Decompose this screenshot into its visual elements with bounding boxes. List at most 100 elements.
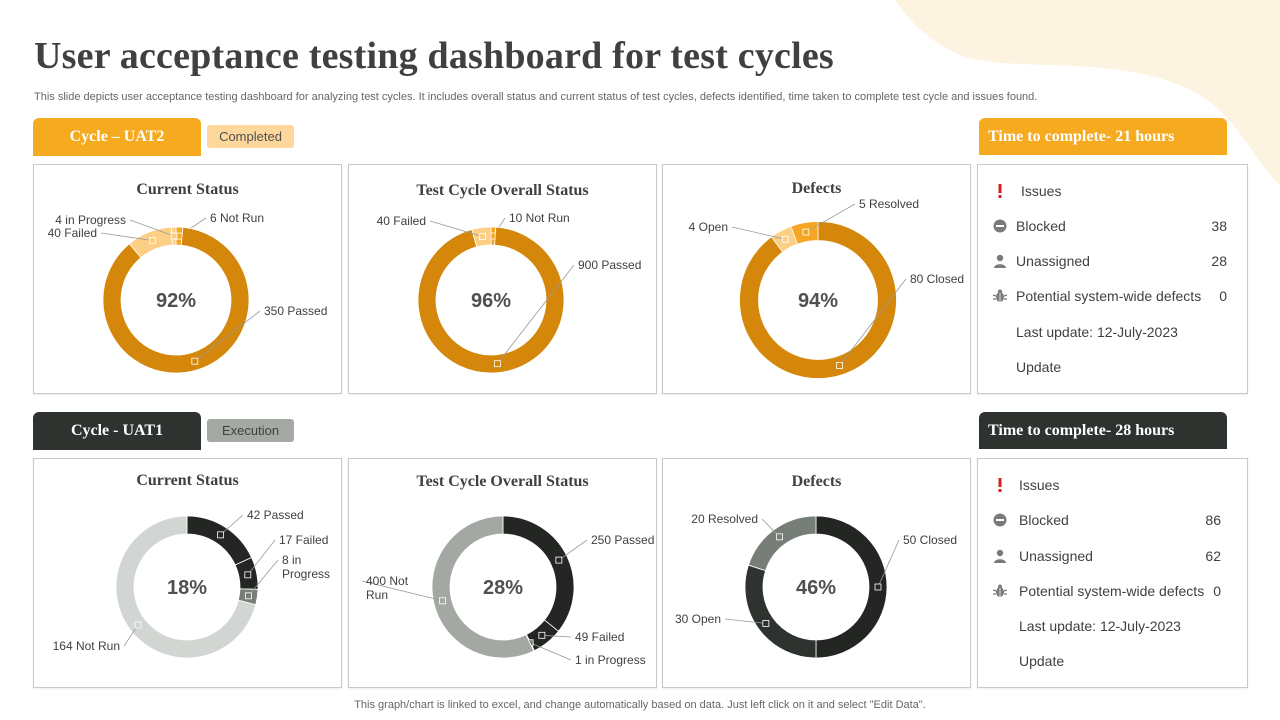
slice-marker	[555, 556, 563, 564]
time-to-complete-uat1: Time to complete- 28 hours	[979, 412, 1227, 449]
data-label-6-not-run: 6 Not Run	[210, 211, 264, 225]
data-label-42-passed: 42 Passed	[247, 508, 304, 522]
chart-card-uat1-defects[interactable]: Defects 50 Closed 30 Open 20 Resolved 46%	[662, 458, 971, 688]
cycle-tab-uat2[interactable]: Cycle – UAT2	[33, 118, 201, 156]
leader-line	[805, 203, 856, 233]
footer-note: This graph/chart is linked to excel, and…	[354, 699, 926, 711]
user-icon	[992, 253, 1008, 269]
chart-card-uat1-current-status[interactable]: Current Status 42 Passed 17 Failed 8 in Prog…	[33, 458, 342, 688]
issues-heading-row: Issues	[978, 180, 1247, 202]
issue-row-unassigned: Unassigned 28	[978, 250, 1247, 272]
data-label-5-resolved: 5 Resolved	[859, 197, 919, 211]
last-update-row: Last update: 12-July-2023	[978, 615, 1247, 637]
chart-card-uat2-overall-status[interactable]: Test Cycle Overall Status 10 Not Run 900 P…	[348, 164, 657, 394]
chart-title: Test Cycle Overall Status	[416, 473, 589, 490]
slice-marker	[149, 237, 156, 244]
leader-line	[529, 642, 572, 661]
last-update-row: Last update: 12-July-2023	[978, 321, 1247, 343]
issue-value: 38	[1211, 218, 1227, 234]
slice-marker	[776, 533, 783, 541]
issue-label: Potential system-wide defects	[1016, 288, 1202, 304]
issue-label: Potential system-wide defects	[1019, 583, 1205, 599]
leader-line	[497, 264, 575, 364]
issue-row-unassigned: Unassigned 62	[978, 545, 1247, 567]
data-label-4-in-progress: 4 in Progress	[55, 213, 126, 227]
center-percentage: 94%	[798, 290, 838, 312]
slice-marker	[244, 571, 252, 579]
data-label-40-failed: 40 Failed	[48, 226, 97, 240]
donut-slice-164-not-run[interactable]	[115, 515, 257, 659]
chart-card-uat1-overall-status[interactable]: Test Cycle Overall Status 250 Passed 49 Fa…	[348, 458, 657, 688]
page-subtitle: This slide depicts user acceptance testi…	[34, 91, 1038, 103]
issue-value: 0	[1219, 288, 1227, 304]
page-title: User acceptance testing dashboard for te…	[34, 35, 834, 77]
leader-line	[724, 618, 766, 624]
cycle-tab-uat1[interactable]: Cycle - UAT1	[33, 412, 201, 450]
center-percentage: 28%	[483, 577, 523, 599]
issue-label: Blocked	[1016, 218, 1066, 234]
data-label-1-in-progress: 1 in Progress	[575, 653, 646, 667]
update-row: Update	[978, 650, 1247, 672]
data-label-49-failed: 49 Failed	[575, 630, 624, 644]
donut-chart: 50 Closed 30 Open 20 Resolved 46%	[675, 512, 957, 659]
slice-marker	[170, 232, 178, 240]
slice-marker	[217, 531, 224, 539]
data-label-40-failed: 40 Failed	[377, 214, 426, 228]
data-label-30-open: 30 Open	[675, 612, 721, 626]
slice-marker	[134, 621, 142, 629]
chart-card-uat2-current-status[interactable]: Current Status 6 Not Run 350 Passed 40 Fail…	[33, 164, 342, 394]
issue-label: Blocked	[1019, 512, 1069, 528]
slice-marker	[244, 592, 252, 600]
leader-line	[100, 232, 153, 241]
issue-value: 62	[1205, 548, 1221, 564]
donut-slice-20-resolved[interactable]	[747, 515, 817, 572]
center-percentage: 18%	[167, 577, 207, 599]
slice-marker	[781, 235, 789, 243]
leader-line	[194, 310, 261, 362]
issues-card-uat2: Issues Blocked 38 Unassigned 28 Potentia…	[977, 164, 1248, 394]
leader-line	[123, 624, 139, 647]
donut-chart: 42 Passed 17 Failed 8 in Progress 164 Not Ru…	[53, 508, 330, 659]
slice-marker	[191, 357, 199, 365]
bug-icon	[992, 288, 1008, 304]
data-label-8-in-progress: 8 in Progress	[282, 553, 330, 581]
update-link[interactable]: Update	[1019, 653, 1065, 669]
slice-marker	[479, 233, 486, 240]
donut-slice-400-not-run[interactable]	[431, 515, 535, 659]
last-update-text: Last update: 12-July-2023	[1019, 618, 1181, 634]
donut-slice-900-passed[interactable]	[417, 226, 565, 374]
donut-slice-250-passed[interactable]	[502, 515, 575, 632]
chart-title: Current Status	[136, 472, 239, 489]
leader-line	[248, 559, 279, 597]
issue-row-system-defects: Potential system-wide defects 0	[978, 580, 1247, 602]
chart-card-uat2-defects[interactable]: Defects 80 Closed 4 Open 5 Resolved 94%	[662, 164, 971, 394]
issue-row-blocked: Blocked 86	[978, 509, 1247, 531]
data-label-900-passed: 900 Passed	[578, 258, 641, 272]
update-link[interactable]: Update	[1016, 359, 1062, 375]
slice-marker	[762, 620, 770, 627]
leader-line	[558, 539, 588, 561]
center-percentage: 92%	[156, 290, 196, 312]
leader-line	[839, 278, 907, 366]
last-update-text: Last update: 12-July-2023	[1016, 324, 1178, 340]
leader-line	[429, 220, 483, 237]
donut-slice-350-passed[interactable]	[102, 226, 250, 374]
issue-value: 0	[1213, 583, 1221, 599]
issues-heading: Issues	[1021, 183, 1062, 199]
donut-chart: 10 Not Run 900 Passed 40 Failed 96%	[377, 211, 641, 374]
donut-chart: 80 Closed 4 Open 5 Resolved 94%	[689, 197, 964, 379]
alert-icon	[992, 183, 1008, 199]
center-percentage: 96%	[471, 290, 511, 312]
data-label-17-failed: 17 Failed	[279, 533, 328, 547]
data-label-4-open: 4 Open	[689, 220, 728, 234]
data-label-400-not-run: 400 Not Run	[366, 574, 409, 602]
leader-line	[247, 539, 276, 576]
data-label-250-passed: 250 Passed	[591, 533, 654, 547]
donut-slice-42-passed[interactable]	[186, 515, 253, 566]
chart-title: Test Cycle Overall Status	[416, 182, 589, 199]
issue-row-system-defects: Potential system-wide defects 0	[978, 285, 1247, 307]
issue-label: Unassigned	[1016, 253, 1090, 269]
chart-title: Current Status	[136, 181, 239, 198]
